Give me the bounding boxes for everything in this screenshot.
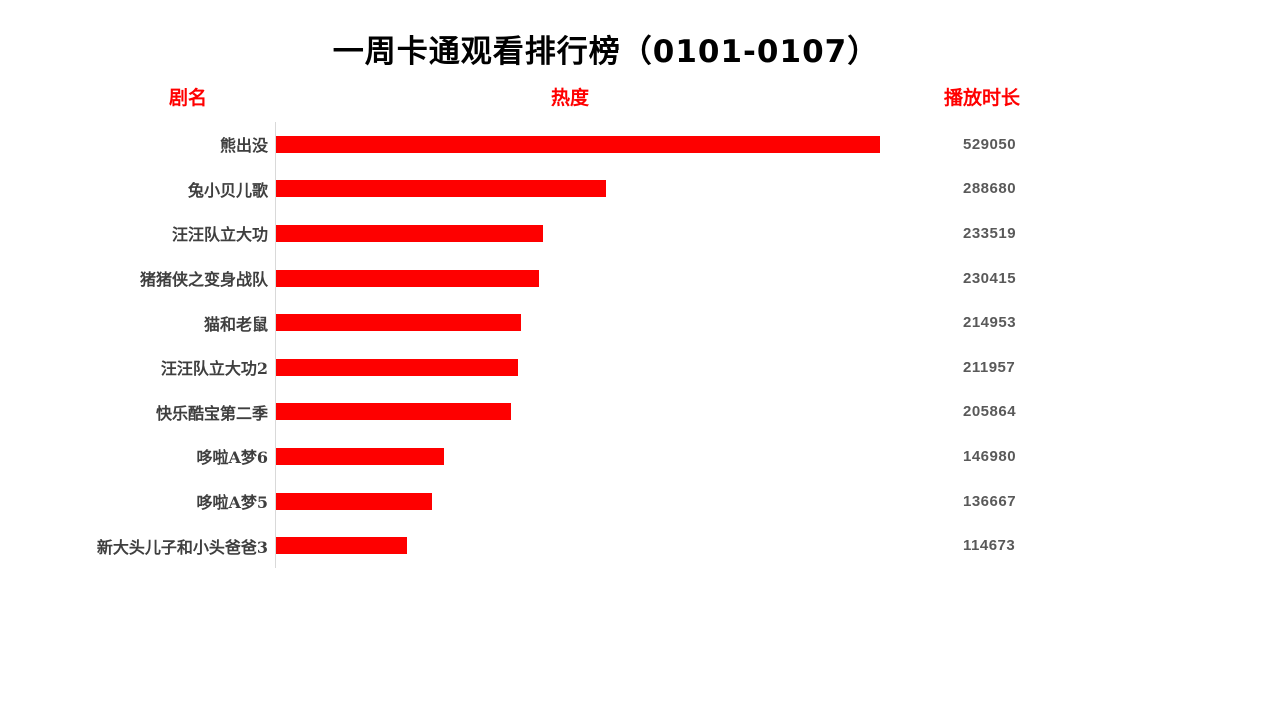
column-header-heat: 热度 — [550, 88, 589, 109]
bar-track — [275, 300, 963, 345]
bar-track — [275, 389, 963, 435]
heat-bar — [276, 314, 522, 332]
chart-title: 一周卡通观看排行榜（0101-0107） — [332, 34, 880, 70]
show-name-label: 新大头儿子和小头爸爸3 — [96, 537, 268, 557]
heat-bar — [276, 537, 407, 555]
show-name-label: 哆啦A梦5 — [196, 493, 268, 513]
table-row: 猫和老鼠 214953 — [0, 300, 1280, 345]
show-name-label: 快乐酷宝第二季 — [155, 403, 268, 423]
bar-track — [275, 523, 963, 568]
heat-bar — [276, 403, 511, 421]
bar-track — [275, 434, 963, 479]
heat-bar — [276, 447, 444, 465]
table-row: 汪汪队立大功 233519 — [0, 211, 1280, 256]
show-name-label: 猫和老鼠 — [203, 314, 268, 334]
column-header-show-name: 剧名 — [168, 88, 207, 109]
heat-bar — [276, 269, 540, 287]
heat-bar — [276, 492, 432, 510]
bar-track — [275, 344, 963, 390]
table-row: 哆啦A梦5 136667 — [0, 478, 1280, 524]
play-duration-value: 529050 — [963, 135, 1017, 153]
show-name-label: 猪猪侠之变身战队 — [139, 270, 268, 290]
play-duration-value: 211957 — [963, 358, 1016, 376]
show-name-label: 汪汪队立大功2 — [160, 359, 268, 379]
table-row: 哆啦A梦6 146980 — [0, 434, 1280, 479]
play-duration-value: 136667 — [963, 492, 1017, 510]
show-name-label: 哆啦A梦6 — [196, 448, 268, 468]
heat-bar — [276, 135, 880, 153]
heat-bar — [276, 224, 543, 242]
heat-bar — [276, 180, 606, 198]
bar-chart-rows: 熊出没 529050 兔小贝儿歌 288680 汪汪队立大功 233519 猪猪侠之变身战队… — [0, 122, 1280, 568]
play-duration-value: 114673 — [963, 537, 1016, 555]
play-duration-value: 233519 — [963, 224, 1017, 242]
show-name-label: 熊出没 — [219, 136, 268, 156]
column-header-play-duration: 播放时长 — [943, 88, 1020, 109]
table-row: 快乐酷宝第二季 205864 — [0, 389, 1280, 435]
table-row: 兔小贝儿歌 288680 — [0, 166, 1280, 212]
play-duration-value: 288680 — [963, 180, 1017, 198]
bar-track — [275, 255, 963, 301]
table-row: 汪汪队立大功2 211957 — [0, 344, 1280, 390]
play-duration-value: 214953 — [963, 314, 1017, 332]
bar-track — [275, 211, 963, 256]
play-duration-value: 230415 — [963, 269, 1017, 287]
play-duration-value: 146980 — [963, 447, 1017, 465]
heat-bar — [276, 358, 518, 376]
bar-track — [275, 478, 963, 524]
show-name-label: 汪汪队立大功 — [171, 225, 268, 245]
bar-track — [275, 122, 963, 167]
table-row: 熊出没 529050 — [0, 122, 1280, 167]
bar-track — [275, 166, 963, 212]
show-name-label: 兔小贝儿歌 — [187, 180, 268, 200]
play-duration-value: 205864 — [963, 403, 1017, 421]
table-row: 猪猪侠之变身战队 230415 — [0, 255, 1280, 301]
table-row: 新大头儿子和小头爸爸3 114673 — [0, 523, 1280, 568]
